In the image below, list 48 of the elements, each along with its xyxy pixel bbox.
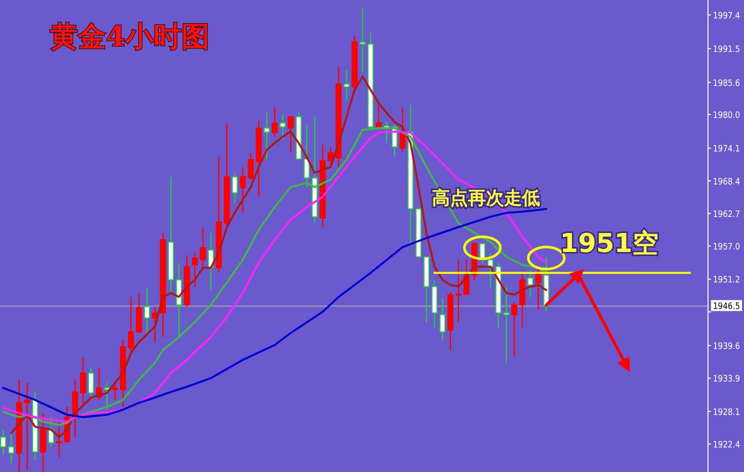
y-tick-label: 1962.7 <box>713 210 744 220</box>
candlestick <box>455 259 462 323</box>
candlestick <box>144 287 150 334</box>
candlestick <box>24 382 30 470</box>
candlestick <box>240 166 246 214</box>
y-tick-label: 1957.0 <box>713 242 744 253</box>
candlestick <box>280 114 286 140</box>
candlestick <box>527 269 534 298</box>
annotation: 1951空 <box>560 229 658 259</box>
y-tick-label: 1980.0 <box>713 110 744 121</box>
y-tick-label: 1968.4 <box>713 177 744 188</box>
y-tick-label: 1939.6 <box>713 342 744 352</box>
candlestick <box>511 301 518 358</box>
candlestick <box>487 252 494 288</box>
candlestick <box>48 416 54 448</box>
candlestick <box>264 112 270 160</box>
candlestick <box>439 297 446 340</box>
candlestick <box>503 286 510 364</box>
candlestick <box>112 382 118 401</box>
candlestick <box>80 356 86 408</box>
y-tick-label: 1951.2 <box>713 276 744 286</box>
y-tick-label: 1933.9 <box>713 374 744 385</box>
y-tick-label: 1985.6 <box>713 78 744 89</box>
candlestick <box>400 108 406 152</box>
candlestick <box>288 116 294 154</box>
candlestick <box>360 7 366 73</box>
y-tick-label: 1928.1 <box>713 408 744 418</box>
candlestick <box>8 432 14 464</box>
text: 黄金4小时图 <box>49 20 210 53</box>
candlestick <box>192 252 198 288</box>
candlestick <box>304 124 310 188</box>
candlestick <box>232 172 238 204</box>
candlestick <box>200 227 206 268</box>
candlestick <box>272 106 278 138</box>
candlestick <box>0 429 6 456</box>
y-tick-label: 1997.4 <box>713 11 744 22</box>
candlestick <box>328 146 334 166</box>
candlestick <box>248 152 254 180</box>
candlestick <box>56 422 62 458</box>
candlestick <box>128 296 134 354</box>
y-tick-label: 1974.1 <box>713 144 744 155</box>
line-series <box>2 208 548 418</box>
candlestick <box>376 102 382 129</box>
candlestick <box>88 367 94 398</box>
y-tick-label: 1922.4 <box>713 440 744 450</box>
y-tick-label: 1991.5 <box>713 45 744 56</box>
ref-line-label: 1946.5 <box>713 302 744 312</box>
candlestick <box>344 69 350 101</box>
